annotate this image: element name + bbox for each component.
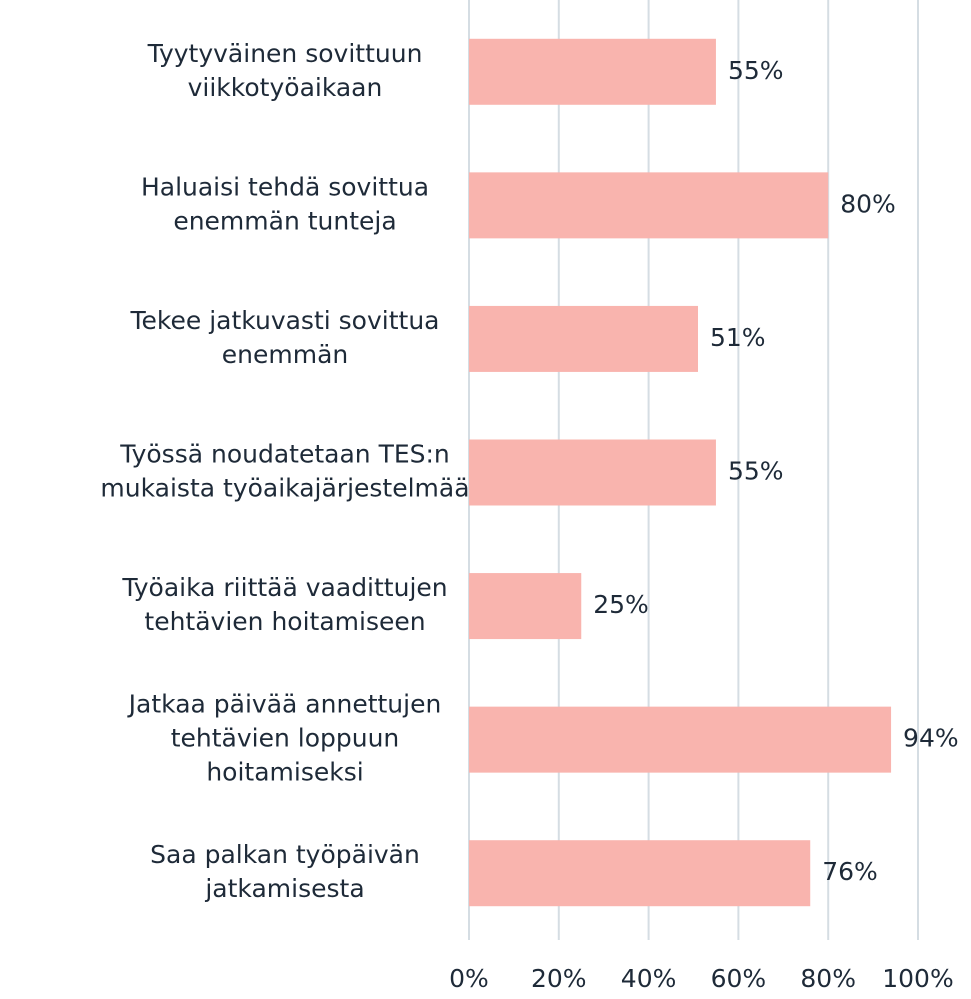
category-label: Työaika riittää vaadittujen tehtävien hoi…	[121, 573, 447, 636]
bar	[469, 706, 892, 773]
value-label: 55%	[728, 457, 784, 486]
category-label: Haluaisi tehdä sovittua enemmän tunteja	[141, 172, 429, 235]
x-tick-label: 100%	[882, 964, 953, 993]
bar	[469, 573, 582, 640]
category-label-line: Työssä noudatetaan TES:n	[119, 440, 450, 469]
category-label: Saa palkan työpäivän jatkamisesta	[150, 840, 420, 903]
value-label: 80%	[840, 189, 896, 218]
bar	[469, 38, 716, 105]
value-label: 51%	[710, 323, 766, 352]
category-label-line: Haluaisi tehdä sovittua	[141, 172, 429, 201]
x-tick-label: 20%	[531, 964, 587, 993]
category-label-line: viikkotyöaikaan	[188, 73, 383, 102]
category-label-line: Jatkaa päivää annettujen	[127, 690, 442, 719]
bar	[469, 439, 716, 506]
x-tick-label: 40%	[621, 964, 677, 993]
x-tick-label: 80%	[800, 964, 856, 993]
category-label-line: Tekee jatkuvasti sovittua	[130, 306, 440, 335]
category-label-line: enemmän tunteja	[173, 206, 396, 235]
category-label-line: Työaika riittää vaadittujen	[121, 573, 447, 602]
category-label-line: tehtävien hoitamiseen	[144, 607, 425, 636]
category-label: Tekee jatkuvasti sovittua enemmän	[130, 306, 440, 369]
category-label-line: enemmän	[222, 340, 348, 369]
category-label-line: Saa palkan työpäivän	[150, 840, 420, 869]
value-label: 25%	[593, 590, 649, 619]
category-label-line: mukaista työaikajärjestelmää	[100, 474, 469, 503]
category-label-line: hoitamiseksi	[206, 758, 363, 787]
bar	[469, 305, 698, 372]
category-label: Tyytyväinen sovittuun viikkotyöaikaan	[147, 39, 423, 102]
category-label: Jatkaa päivää annettujen tehtävien loppuu…	[127, 690, 442, 787]
value-label: 76%	[822, 857, 878, 886]
bar	[469, 840, 811, 907]
value-label: 94%	[903, 724, 959, 753]
x-tick-label: 0%	[449, 964, 489, 993]
x-tick-label: 60%	[711, 964, 767, 993]
category-label-line: tehtävien loppuun	[171, 724, 400, 753]
category-label-line: jatkamisesta	[204, 874, 364, 903]
category-label: Työssä noudatetaan TES:n mukaista työaika…	[100, 440, 469, 503]
category-label-line: Tyytyväinen sovittuun	[147, 39, 423, 68]
bar	[469, 172, 829, 239]
value-label: 55%	[728, 56, 784, 85]
